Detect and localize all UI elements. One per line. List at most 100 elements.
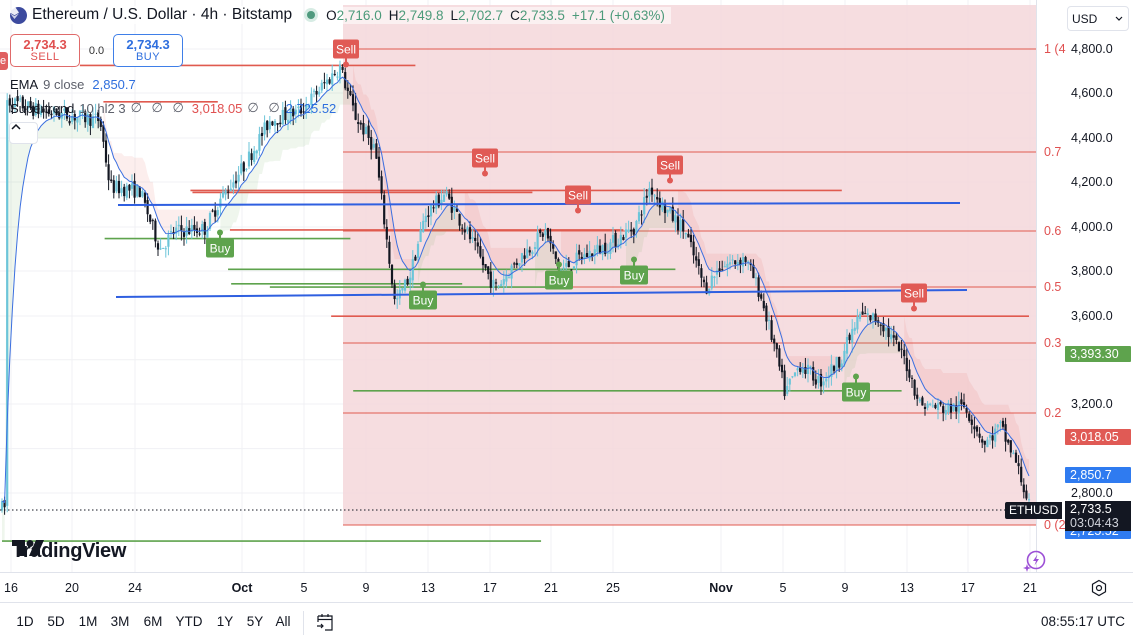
candle-body: [965, 408, 968, 413]
candle-body: [923, 406, 927, 410]
candle-body: [154, 220, 157, 242]
supertrend-null-values-2: ∅ ∅: [247, 100, 283, 115]
range-button-1m[interactable]: 1M: [78, 614, 98, 629]
price-tick: 4,600.0: [1071, 86, 1113, 100]
candle-body: [219, 198, 222, 208]
candle-body: [549, 235, 552, 244]
candle-body: [988, 435, 992, 438]
chart-settings-button[interactable]: [1090, 579, 1108, 597]
candle-body: [331, 73, 334, 85]
candle-body: [526, 248, 529, 258]
candle-body: [58, 112, 61, 119]
range-button-5d[interactable]: 5D: [47, 614, 65, 629]
range-button-6m[interactable]: 6M: [143, 614, 163, 629]
candle-body: [918, 399, 921, 402]
range-button-ytd[interactable]: YTD: [175, 614, 203, 629]
candle-body: [344, 72, 347, 89]
candle-body: [26, 101, 30, 109]
candle-body: [910, 377, 914, 379]
candle-body: [435, 195, 438, 209]
candle-body: [689, 234, 693, 243]
candle-body: [931, 405, 934, 407]
go-to-date-button[interactable]: [314, 611, 336, 633]
supertrend-up-fill: [535, 241, 559, 288]
candle-body: [994, 428, 997, 442]
candle-body: [115, 180, 118, 192]
symbol-title[interactable]: Ethereum / U.S. Dollar · 4h · Bitstamp: [32, 6, 299, 24]
candle-body: [112, 180, 115, 193]
candle-body: [890, 334, 893, 340]
ethereum-icon: [10, 6, 27, 24]
range-button-1d[interactable]: 1D: [16, 614, 34, 629]
buy-signal-label: Buy: [620, 256, 648, 285]
candle-body: [1014, 452, 1018, 463]
svg-text:Buy: Buy: [413, 294, 434, 308]
sell-button[interactable]: 2,734.3 SELL: [10, 34, 80, 67]
candle-body: [416, 243, 420, 258]
candle-body: [320, 82, 323, 91]
candle-body: [437, 194, 440, 207]
buy-button[interactable]: 2,734.3 BUY: [113, 34, 183, 67]
candle-body: [674, 215, 677, 223]
fib-level-label: 0.5: [1044, 280, 1062, 294]
candle-body: [117, 180, 121, 194]
time-axis[interactable]: 16 20 24 Oct 5 9 13 17 21 25 Nov 5 9 13 17 21: [0, 572, 1133, 602]
candle-body: [536, 232, 539, 250]
candle-body: [780, 364, 784, 373]
candle-body: [128, 184, 131, 191]
fibonacci-zone: [343, 5, 1036, 525]
candle-body: [463, 229, 466, 233]
candle-body: [68, 120, 71, 124]
time-tick: 5: [300, 581, 308, 595]
time-tick: 13: [421, 581, 435, 595]
buy-signal-label: Buy: [409, 281, 437, 310]
candle-body: [445, 191, 448, 195]
currency-select[interactable]: USD: [1067, 6, 1129, 31]
candle-body: [588, 250, 591, 260]
candle-body: [770, 320, 773, 340]
candle-body: [427, 215, 430, 218]
supertrend-indicator-legend[interactable]: Supertrend 10 hl2 3 ∅ ∅ ∅ 3,018.05 ∅ ∅ 2…: [10, 100, 336, 116]
candle-body: [1025, 490, 1028, 499]
candle-body: [159, 248, 162, 250]
candle-body: [247, 151, 251, 167]
tradingview-logo[interactable]: TradingView: [12, 540, 126, 563]
candle-body: [250, 153, 253, 161]
candle-body: [580, 256, 583, 260]
candle-body: [479, 246, 482, 257]
candle-body: [123, 186, 126, 197]
candle-body: [349, 90, 352, 95]
candle-body: [299, 105, 303, 114]
sell-label: SELL: [30, 50, 60, 63]
candle-body: [328, 79, 331, 84]
range-button-3m[interactable]: 3M: [110, 614, 130, 629]
price-chart-canvas[interactable]: Buy Sell Buy Sell Sell Buy Buy Sell Sell Buy: [0, 0, 1036, 572]
candle-body: [336, 76, 339, 78]
utc-clock[interactable]: 08:55:17 UTC: [1040, 614, 1125, 629]
range-button-all[interactable]: All: [275, 614, 291, 629]
range-button-5y[interactable]: 5Y: [246, 614, 264, 629]
candle-body: [970, 419, 973, 425]
candle-body: [0, 501, 4, 511]
candle-body: [747, 261, 750, 263]
chart-plot-area[interactable]: Buy Sell Buy Sell Sell Buy Buy Sell Sell Buy e Et…: [0, 0, 1036, 572]
candle-body: [1020, 466, 1023, 483]
candle-body: [892, 335, 895, 338]
collapse-legend-button[interactable]: [9, 122, 38, 144]
range-button-1y[interactable]: 1Y: [216, 614, 234, 629]
candle-body: [684, 233, 687, 235]
candle-body: [900, 348, 903, 350]
candle-body: [429, 205, 433, 217]
candle-body: [754, 277, 758, 279]
time-tick: 13: [900, 581, 914, 595]
candle-body: [284, 107, 287, 121]
ema-indicator-legend[interactable]: EMA 9 close 2,850.7: [10, 77, 136, 92]
candle-body: [461, 227, 464, 229]
candle-body: [81, 110, 84, 113]
candle-body: [11, 104, 14, 110]
candle-body: [234, 180, 238, 184]
candle-body: [611, 235, 615, 243]
ai-assistant-button[interactable]: [1022, 549, 1048, 573]
svg-text:Buy: Buy: [210, 242, 231, 256]
candle-body: [489, 271, 492, 288]
